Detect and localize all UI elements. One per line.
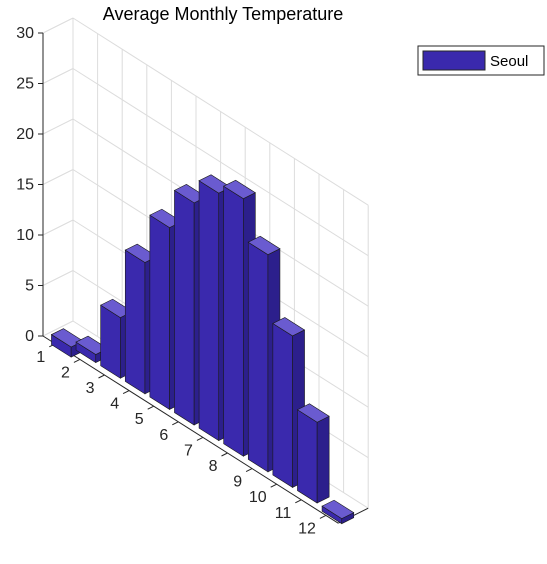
bar-front	[247, 241, 269, 473]
y-tick-label: 5	[25, 278, 34, 295]
x-tick-label: 1	[36, 349, 45, 366]
x-tick-mark	[245, 468, 253, 473]
bar-top	[247, 235, 281, 256]
x-tick-mark	[196, 436, 204, 441]
depth-gridline	[42, 17, 74, 34]
bar	[321, 499, 355, 525]
x-tick-mark	[98, 374, 105, 379]
bars	[50, 174, 355, 525]
depth-gridline	[42, 118, 74, 135]
x-tick-label: 5	[135, 411, 144, 428]
x-axis-line	[42, 335, 339, 524]
y-tick-label: 15	[16, 177, 34, 194]
bar	[272, 317, 306, 488]
bar	[296, 403, 330, 504]
bar-top	[272, 317, 306, 337]
depth-gridline	[42, 270, 74, 286]
bar-front	[124, 249, 146, 395]
bar-top	[296, 403, 330, 423]
bar-front	[149, 214, 170, 410]
x-tick-mark	[147, 405, 154, 410]
x-tick-label: 6	[159, 427, 168, 444]
x-tick-label: 4	[110, 396, 119, 413]
x-tick-label: 7	[184, 442, 193, 459]
bar-front	[223, 185, 244, 457]
bar-front	[198, 180, 220, 442]
x-tick-mark	[122, 390, 130, 395]
y-tick-label: 25	[16, 76, 34, 93]
depth-gridline	[42, 219, 74, 236]
x-tick-label: 12	[298, 520, 316, 537]
bar-front	[297, 409, 318, 504]
x-tick-label: 9	[233, 474, 242, 491]
y-tick-label: 30	[16, 25, 34, 42]
bar-front	[272, 322, 293, 488]
depth-gridline	[42, 169, 74, 185]
x-tick-label: 3	[86, 380, 95, 397]
y-tick-labels: 0 5 10 15 20 25 30	[16, 25, 34, 345]
depth-gridline	[42, 68, 74, 84]
bar-side	[316, 415, 330, 504]
bar-top	[223, 179, 256, 200]
bar-front	[174, 189, 195, 426]
legend-swatch	[422, 50, 486, 71]
chart-title: Average Monthly Temperature	[103, 4, 343, 24]
axes	[38, 32, 369, 524]
x-tick-mark	[270, 483, 277, 488]
x-tick-label: 2	[61, 364, 70, 381]
bar-top	[321, 499, 355, 519]
x-tick-label: 8	[209, 458, 218, 475]
x-tick-mark	[295, 499, 302, 504]
y-tick-label: 20	[16, 126, 34, 143]
x-tick-mark	[73, 358, 81, 363]
x-tick-label: 11	[275, 505, 292, 522]
y-tick-label: 10	[16, 227, 34, 244]
x-tick-mark	[221, 452, 228, 457]
x-tick-mark	[172, 421, 179, 426]
legend: Seoul	[417, 45, 545, 76]
x-tick-mark	[319, 514, 327, 519]
x-tick-label: 10	[249, 489, 267, 506]
legend-label: Seoul	[490, 53, 528, 70]
y-tick-label: 0	[25, 328, 34, 345]
depth-gridline	[42, 320, 74, 337]
